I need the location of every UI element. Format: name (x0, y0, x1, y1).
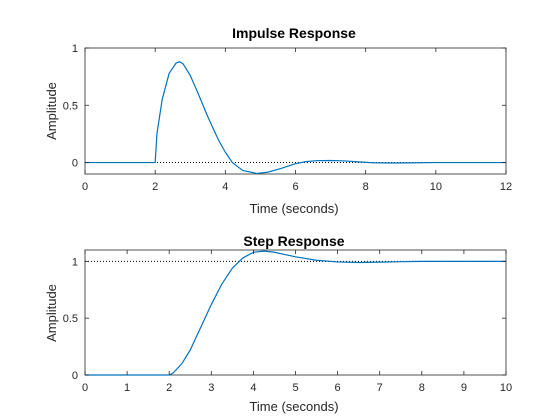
impulse-axes-box (84, 47, 507, 175)
step-marks: 0 1 2 3 4 5 6 7 8 9 10 0 0.5 1 (63, 250, 512, 394)
step-xtick-label: 9 (461, 382, 467, 394)
step-xtick-label: 6 (335, 382, 341, 394)
impulse-xtick-label: 6 (292, 181, 298, 193)
impulse-ylabel: Amplitude (44, 82, 59, 140)
step-xtick-label: 2 (166, 382, 172, 394)
step-ytick-label: 0.5 (63, 313, 78, 325)
impulse-ytick-label: 0 (72, 158, 78, 170)
step-ylabel: Amplitude (44, 284, 59, 342)
step-xtick-label: 0 (82, 382, 88, 394)
step-xtick-label: 10 (500, 382, 512, 394)
impulse-title: Impulse Response (232, 25, 356, 41)
step-xtick-label: 3 (208, 382, 214, 394)
impulse-xlabel: Time (seconds) (249, 201, 338, 216)
impulse-ytick-label: 0.5 (63, 100, 78, 112)
step-response-plot: Step Response 0 1 2 3 4 5 6 7 8 9 10 0 0.5 1 Time (se… (44, 233, 512, 414)
impulse-xtick-label: 8 (363, 181, 369, 193)
impulse-xtick-label: 12 (500, 181, 512, 193)
step-title: Step Response (243, 233, 344, 249)
step-ytick-label: 1 (72, 256, 78, 268)
impulse-response-plot: Impulse Response 0 2 4 6 8 10 12 0 0.5 1 Time (se… (44, 25, 512, 216)
step-xtick-label: 4 (250, 382, 256, 394)
step-xtick-label: 1 (124, 382, 130, 394)
step-xtick-label: 5 (292, 382, 298, 394)
impulse-xtick-label: 10 (430, 181, 442, 193)
step-xlabel: Time (seconds) (249, 399, 338, 414)
impulse-series-line (85, 61, 506, 175)
step-xtick-label: 8 (419, 382, 425, 394)
impulse-marks: 0 2 4 6 8 10 12 0 0.5 1 (63, 43, 512, 193)
impulse-xtick-label: 2 (152, 181, 158, 193)
impulse-xtick-label: 4 (222, 181, 228, 193)
impulse-xtick-label: 0 (82, 181, 88, 193)
impulse-ytick-label: 1 (72, 43, 78, 55)
step-series-line (85, 250, 506, 376)
step-xtick-label: 7 (377, 382, 383, 394)
step-axes-box (84, 249, 507, 376)
step-ytick-label: 0 (72, 370, 78, 382)
